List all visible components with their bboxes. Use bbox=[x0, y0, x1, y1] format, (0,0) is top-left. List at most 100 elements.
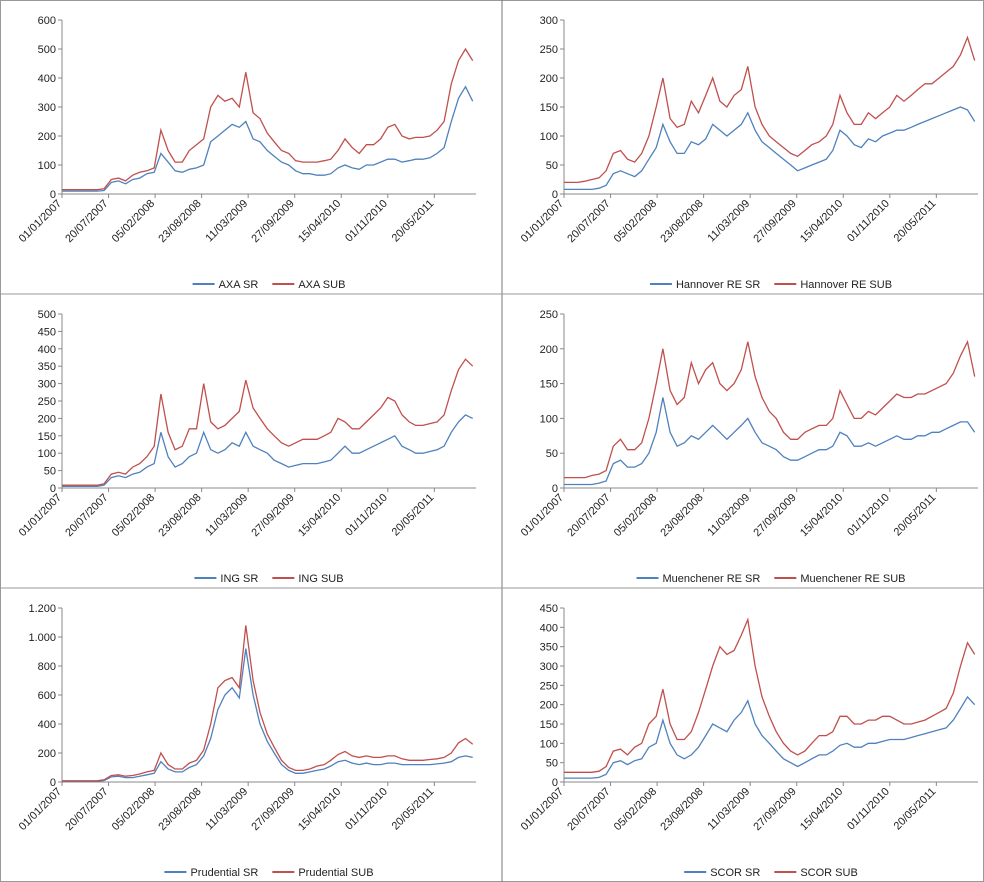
series-line bbox=[62, 85, 474, 192]
y-tick-label: 50 bbox=[546, 448, 558, 460]
x-tick-label: 20/05/2011 bbox=[892, 492, 939, 539]
x-tick-label: 01/11/2010 bbox=[845, 786, 892, 833]
series-line bbox=[62, 358, 474, 486]
x-tick-label: 27/09/2009 bbox=[249, 786, 296, 833]
y-tick-label: 450 bbox=[540, 603, 558, 615]
legend-item: ING SR bbox=[194, 573, 258, 585]
legend-label: Muenchener RE SR bbox=[663, 573, 761, 585]
y-tick-label: 500 bbox=[38, 44, 56, 56]
y-tick-label: 250 bbox=[38, 396, 56, 408]
y-tick-label: 250 bbox=[540, 309, 558, 321]
y-tick-label: 200 bbox=[540, 344, 558, 356]
x-tick-label: 20/07/2007 bbox=[565, 492, 612, 539]
x-tick-label: 01/11/2010 bbox=[343, 198, 390, 245]
x-tick-label: 15/04/2010 bbox=[296, 786, 343, 833]
x-tick-label: 23/08/2008 bbox=[156, 198, 203, 245]
legend-label: SCOR SUB bbox=[800, 867, 857, 879]
x-tick-label: 27/09/2009 bbox=[751, 198, 798, 245]
x-tick-label: 11/03/2009 bbox=[705, 492, 752, 539]
y-tick-label: 350 bbox=[38, 361, 56, 373]
legend-label: Prudential SR bbox=[190, 867, 258, 879]
y-tick-label: 500 bbox=[38, 309, 56, 321]
y-tick-label: 150 bbox=[540, 379, 558, 391]
series-line bbox=[564, 106, 976, 191]
x-tick-label: 20/05/2011 bbox=[390, 492, 437, 539]
x-tick-label: 11/03/2009 bbox=[705, 198, 752, 245]
y-tick-label: 300 bbox=[540, 661, 558, 673]
x-tick-label: 11/03/2009 bbox=[203, 198, 250, 245]
y-tick-label: 450 bbox=[38, 326, 56, 338]
x-tick-label: 20/05/2011 bbox=[390, 786, 437, 833]
legend-item: SCOR SUB bbox=[774, 867, 858, 879]
y-tick-label: 250 bbox=[540, 44, 558, 56]
y-tick-label: 0 bbox=[552, 777, 558, 789]
x-tick-label: 15/04/2010 bbox=[296, 198, 343, 245]
legend-item: Prudential SUB bbox=[272, 867, 374, 879]
x-tick-label: 01/11/2010 bbox=[845, 492, 892, 539]
legend-item: AXA SR bbox=[192, 279, 259, 291]
x-tick-label: 15/04/2010 bbox=[296, 492, 343, 539]
x-tick-label: 11/03/2009 bbox=[705, 786, 752, 833]
x-tick-label: 20/05/2011 bbox=[892, 786, 939, 833]
y-tick-label: 200 bbox=[38, 748, 56, 760]
y-tick-label: 200 bbox=[38, 131, 56, 143]
y-tick-label: 0 bbox=[552, 189, 558, 201]
x-tick-label: 05/02/2008 bbox=[110, 198, 157, 245]
y-tick-label: 200 bbox=[38, 413, 56, 425]
x-tick-label: 01/01/2007 bbox=[519, 198, 566, 245]
legend-item: Hannover RE SUB bbox=[774, 279, 892, 291]
y-tick-label: 0 bbox=[50, 483, 56, 495]
x-tick-label: 11/03/2009 bbox=[203, 492, 250, 539]
x-tick-label: 05/02/2008 bbox=[612, 786, 659, 833]
x-tick-label: 15/04/2010 bbox=[798, 198, 845, 245]
legend-label: Hannover RE SUB bbox=[800, 279, 892, 291]
x-tick-label: 23/08/2008 bbox=[658, 786, 705, 833]
y-tick-label: 300 bbox=[38, 102, 56, 114]
y-tick-label: 600 bbox=[38, 15, 56, 27]
series-line bbox=[62, 47, 474, 191]
x-tick-label: 01/01/2007 bbox=[519, 492, 566, 539]
x-tick-label: 23/08/2008 bbox=[156, 786, 203, 833]
series-line bbox=[62, 648, 473, 782]
y-tick-label: 300 bbox=[38, 379, 56, 391]
y-tick-label: 100 bbox=[540, 413, 558, 425]
x-tick-label: 01/11/2010 bbox=[343, 786, 390, 833]
y-tick-label: 100 bbox=[38, 160, 56, 172]
legend-label: Hannover RE SR bbox=[676, 279, 760, 291]
legend-label: Prudential SUB bbox=[298, 867, 373, 879]
x-tick-label: 01/01/2007 bbox=[17, 492, 64, 539]
legend-item: SCOR SR bbox=[684, 867, 760, 879]
y-tick-label: 50 bbox=[44, 466, 56, 478]
x-tick-label: 05/02/2008 bbox=[110, 492, 157, 539]
y-tick-label: 1.000 bbox=[28, 632, 56, 644]
x-tick-label: 23/08/2008 bbox=[658, 198, 705, 245]
x-tick-label: 01/11/2010 bbox=[845, 198, 892, 245]
series-line bbox=[564, 695, 976, 779]
legend-label: AXA SR bbox=[219, 279, 259, 291]
x-tick-label: 15/04/2010 bbox=[798, 786, 845, 833]
y-tick-label: 400 bbox=[38, 719, 56, 731]
series-line bbox=[564, 617, 976, 773]
x-tick-label: 23/08/2008 bbox=[156, 492, 203, 539]
y-tick-label: 300 bbox=[540, 15, 558, 27]
legend-label: ING SR bbox=[220, 573, 258, 585]
x-tick-label: 01/11/2010 bbox=[343, 492, 390, 539]
x-tick-label: 20/05/2011 bbox=[390, 198, 437, 245]
series-line bbox=[564, 35, 976, 184]
legend-item: Muenchener RE SUB bbox=[774, 573, 906, 585]
legend-item: ING SUB bbox=[272, 573, 344, 585]
legend-label: Muenchener RE SUB bbox=[800, 573, 905, 585]
y-tick-label: 100 bbox=[540, 738, 558, 750]
series-line bbox=[62, 414, 473, 487]
y-tick-label: 600 bbox=[38, 690, 56, 702]
x-tick-label: 23/08/2008 bbox=[658, 492, 705, 539]
y-tick-label: 400 bbox=[38, 344, 56, 356]
y-tick-label: 200 bbox=[540, 73, 558, 85]
y-tick-label: 150 bbox=[540, 102, 558, 114]
x-tick-label: 05/02/2008 bbox=[612, 198, 659, 245]
y-tick-label: 400 bbox=[38, 73, 56, 85]
x-tick-label: 27/09/2009 bbox=[751, 786, 798, 833]
y-tick-label: 250 bbox=[540, 680, 558, 692]
